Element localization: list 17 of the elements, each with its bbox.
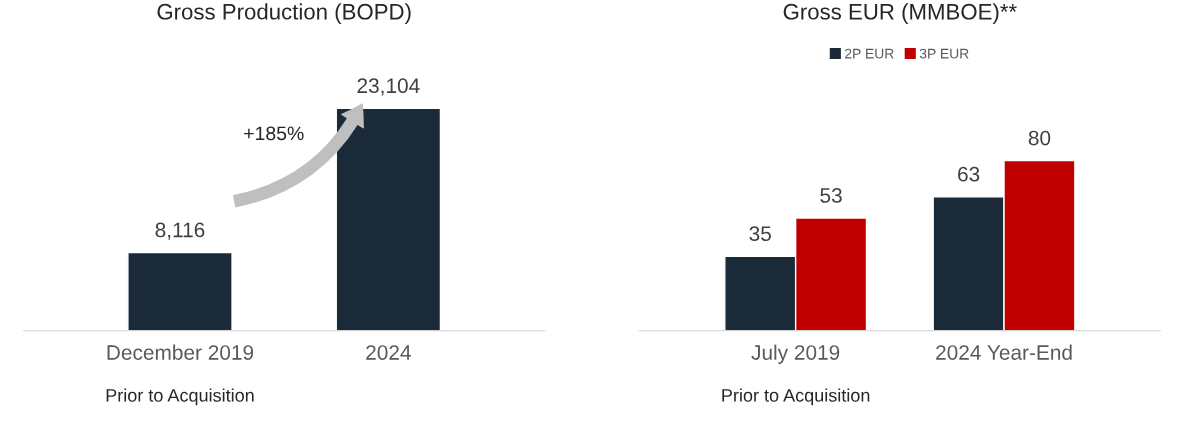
x-tick-label: July 2019 [751, 344, 840, 364]
data-label: 23,104 [357, 78, 420, 96]
text: Prior to Acquisition [106, 388, 254, 406]
legend-label: 2P EUR [845, 48, 894, 59]
annotation: +185% [244, 126, 304, 141]
chart-title: Gross EUR (MMBOE)** [783, 3, 1017, 24]
chart-title: Gross Production (BOPD) [157, 3, 411, 24]
x-tick-label: 2024 [366, 345, 411, 360]
x-tick-label: December 2019 [107, 344, 254, 360]
x-tick-label: 2024 Year-End [936, 344, 1072, 360]
data-label: 8,116 [155, 222, 205, 240]
data-label: 80 [1028, 130, 1051, 146]
data-label: 63 [958, 166, 980, 182]
data-label: 35 [749, 226, 771, 242]
legend-label: 3P EUR [919, 48, 969, 59]
data-label: 53 [820, 188, 842, 203]
text: Prior to Acquisition [722, 388, 870, 406]
